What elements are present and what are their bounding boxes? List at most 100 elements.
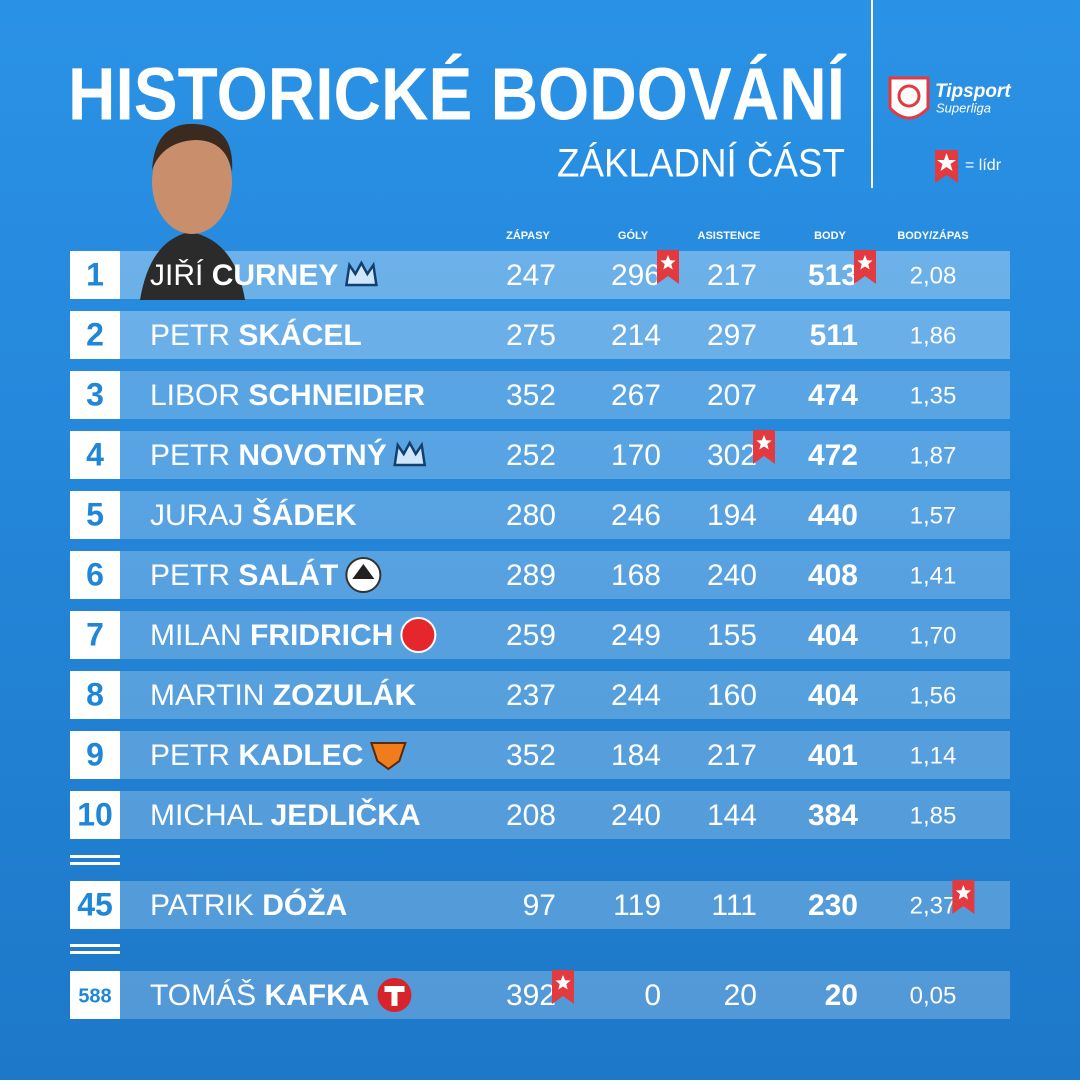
row-band (120, 611, 1010, 659)
rank-box (70, 731, 120, 779)
stat-value: 144 (707, 799, 757, 832)
first-name: MICHAL (150, 799, 263, 832)
column-header: GÓLY (618, 229, 649, 242)
first-name: MILAN (150, 619, 242, 652)
stat-value: 240 (707, 559, 757, 592)
rank: 7 (86, 616, 104, 652)
photo-head (152, 130, 232, 234)
first-name: MARTIN (150, 679, 264, 712)
stat-value: 440 (808, 499, 858, 532)
player-name: PETR SALÁT (150, 558, 338, 592)
first-name: PETR (150, 739, 230, 772)
first-name: LIBOR (150, 379, 240, 412)
stat-value: 384 (808, 799, 858, 832)
stat-value: 404 (808, 679, 858, 712)
rank: 3 (86, 376, 104, 412)
stat-value: 1,85 (910, 802, 957, 829)
last-name: SKÁCEL (238, 318, 361, 352)
player-name: PATRIK DÓŽA (150, 888, 347, 922)
stat-value: 511 (810, 319, 858, 352)
rank: 2 (86, 316, 104, 352)
rank: 1 (86, 256, 104, 292)
stat-value: 247 (506, 259, 556, 292)
leader-star-box (952, 880, 975, 914)
stat-value: 1,57 (910, 502, 957, 529)
separators (70, 855, 120, 954)
rank: 6 (86, 556, 104, 592)
stat-value: 20 (724, 979, 757, 1012)
stat-value: 1,14 (910, 742, 957, 769)
rank-box (70, 311, 120, 359)
stat-value: 194 (707, 499, 757, 532)
stat-value: 97 (523, 889, 556, 922)
logo: Tipsport Superliga (888, 76, 1011, 120)
rank: 5 (86, 496, 104, 532)
row-band (120, 671, 1010, 719)
stat-value: 217 (707, 739, 757, 772)
leader-star (857, 255, 873, 270)
stat-value: 1,41 (910, 562, 957, 589)
stat-value: 2,37 (910, 892, 957, 919)
logo-mark (897, 84, 921, 108)
leader-star (756, 435, 772, 450)
separator (70, 951, 120, 954)
player-name: LIBOR SCHNEIDER (150, 379, 425, 412)
stat-value: 289 (506, 559, 556, 592)
stat-value: 401 (808, 739, 858, 772)
stat-value: 244 (611, 679, 661, 712)
first-name: PETR (150, 439, 230, 472)
stat-value: 246 (611, 499, 661, 532)
stat-value: 119 (613, 889, 661, 922)
last-name: FRIDRICH (250, 619, 393, 652)
rank-box (70, 971, 120, 1019)
stat-value: 275 (506, 319, 556, 352)
legend-star (937, 153, 956, 171)
stat-value: 240 (611, 799, 661, 832)
rank-box (70, 611, 120, 659)
stat-value: 280 (506, 499, 556, 532)
last-name: DÓŽA (262, 888, 347, 922)
leader-star (955, 885, 971, 900)
table: ZÁPASY GÓLY ASISTENCE BODY BODY/ZÁPAS 1 JIŘÍ C… (70, 123, 1010, 1019)
stat-value: 513 (808, 259, 858, 292)
stat-value: 1,87 (910, 442, 957, 469)
player-name: PETR SKÁCEL (150, 318, 362, 352)
stat-value: 1,70 (910, 622, 957, 649)
leader-star (660, 255, 676, 270)
last-name: NOVOTNÝ (238, 438, 386, 472)
row-band (120, 491, 1010, 539)
legend-label: = lídr (965, 157, 1002, 174)
stat-value: 408 (808, 559, 858, 592)
player-name: MARTIN ZOZULÁK (150, 678, 416, 712)
stat-value: 0,05 (910, 982, 957, 1009)
row-band (120, 431, 1010, 479)
first-name: PETR (150, 319, 230, 352)
team-logo (369, 742, 407, 771)
stat-value: 160 (707, 679, 757, 712)
rank-box (70, 881, 120, 929)
logo-brand: Tipsport (935, 81, 1011, 102)
logo-shield (888, 76, 930, 120)
stat-value: 1,56 (910, 682, 957, 709)
rank: 588 (78, 985, 111, 1007)
stat-value: 302 (707, 439, 757, 472)
photo-hair (152, 123, 233, 172)
stat-value: 249 (611, 619, 661, 652)
stat-value: 267 (611, 379, 661, 412)
stat-value: 155 (707, 619, 757, 652)
rank: 9 (86, 736, 104, 772)
leader-star (555, 975, 571, 990)
rank-box (70, 251, 120, 299)
last-name: SALÁT (238, 558, 338, 592)
last-name: KADLEC (238, 739, 363, 772)
column-header: BODY/ZÁPAS (897, 229, 968, 242)
stat-value: 184 (611, 739, 661, 772)
last-name: SCHNEIDER (248, 379, 425, 412)
row-band (120, 311, 1010, 359)
player-name: JIŘÍ CURNEY (150, 259, 338, 292)
first-name: PETR (150, 559, 230, 592)
leader-star-box (854, 250, 876, 284)
first-name: JIŘÍ (150, 259, 204, 292)
